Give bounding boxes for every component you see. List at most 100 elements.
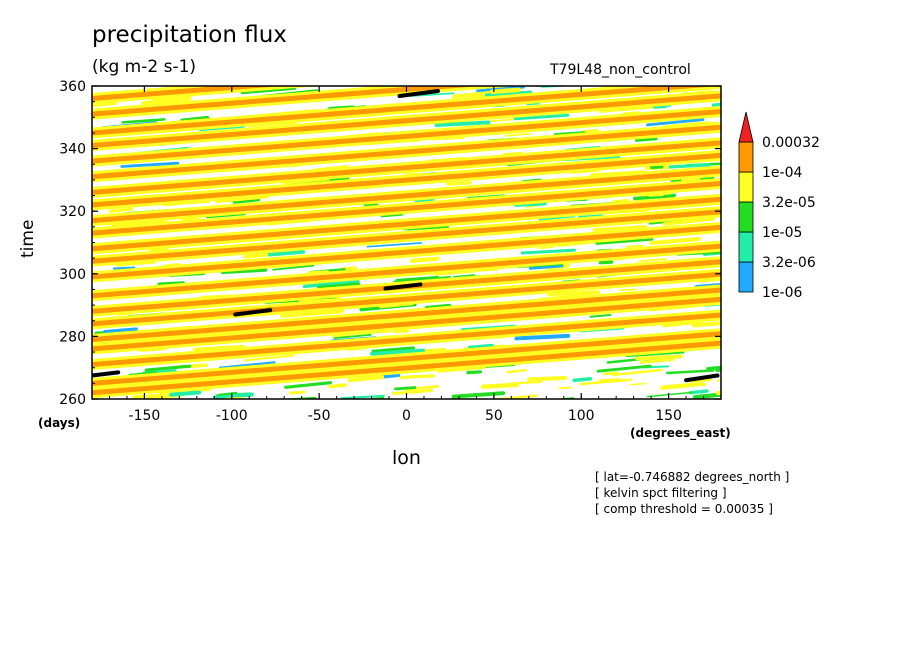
precip-band [92,93,721,148]
precip-patch [466,370,483,375]
precip-patch [363,396,385,399]
precip-patch [538,246,555,250]
colorbar-extend-arrow [738,111,754,143]
precip-patch [193,344,246,353]
precip-patch [638,258,667,263]
precip-patch [451,90,494,99]
precip-patch [513,113,570,121]
precip-patch [350,82,373,84]
precip-patch [302,279,360,289]
precip-patch [374,81,416,83]
precip-patch [347,375,385,383]
precip-patch [220,267,268,275]
precip-patch [434,120,491,128]
colorbar-segment [738,231,754,263]
x-tick-label: 100 [568,408,595,424]
precip-patch [371,346,416,353]
precip-patch [484,90,533,98]
precip-patch [445,181,472,186]
precip-patch [596,364,652,373]
precip-patch [489,87,522,95]
precip-patch [280,312,310,319]
precip-band [92,209,721,264]
threshold-segment [233,308,273,317]
precip-patch [103,327,138,334]
y-axis-units: (days) [38,416,81,430]
precip-patch [369,348,425,356]
precip-patch [394,386,417,391]
x-axis-units: (degrees_east) [630,426,731,440]
y-tick-label: 340 [59,142,86,158]
colorbar-label: 1e-06 [762,285,802,301]
precip-patch [115,261,156,267]
precip-band [92,181,721,236]
colorbar: 1e-06 3.2e-06 1e-05 3.2e-05 1e-04 0.00032 [738,111,820,301]
precip-band [92,168,721,224]
precip-patch [691,321,721,328]
precip-patch [650,165,664,170]
precip-patch [504,132,531,137]
precip-patch [681,177,701,182]
precip-patch [120,161,180,168]
plot-area [92,79,721,405]
x-tick-label: -50 [308,408,331,424]
precip-patch [646,391,693,398]
precip-patch [399,374,435,380]
precip-patch [340,394,385,399]
precip-band [92,340,721,396]
precip-patch [112,266,136,270]
note-latitude: [ lat=-0.746882 degrees_north ] [595,470,790,484]
precip-band [92,124,721,180]
precip-patch [629,382,647,386]
precip-patch [514,333,571,341]
precip-patch [520,248,577,255]
precip-band [92,296,721,352]
precip-patch [600,80,638,84]
precip-band [92,152,721,208]
precip-patch [640,357,675,364]
precip-patch [690,378,713,384]
precip-patch [247,121,298,128]
precip-band [92,243,721,299]
precip-patch [447,402,477,404]
precip-patch [598,260,614,265]
precip-band [92,331,721,386]
precip-patch [240,86,297,95]
note-threshold: [ comp threshold = 0.00035 ] [595,502,773,516]
precip-patch [581,129,599,134]
colorbar-label: 3.2e-06 [762,255,816,271]
precip-patch [141,96,192,106]
precip-band [92,140,721,195]
colorbar-label: 0.00032 [762,135,820,151]
precip-patch [589,314,612,318]
precip-patch [487,394,538,399]
precip-patch [547,290,601,297]
precip-patch [424,303,451,309]
precip-patch [328,383,348,389]
precip-patch [711,102,721,107]
precip-patch [480,382,520,389]
colorbar-label: 1e-04 [762,165,802,181]
precip-patch [479,398,481,399]
y-tick-label: 260 [59,392,86,408]
precip-patch [392,329,410,334]
precip-patch [121,118,166,124]
precip-patch [528,264,564,270]
precip-patch [603,371,619,376]
precip-patch [467,343,494,349]
precip-patch [385,404,401,405]
precip-patch [279,79,300,81]
precip-patch [218,361,276,369]
precip-patch [667,163,711,169]
precip-patch [606,357,642,364]
precip-patch [649,236,701,246]
x-tick-label: -100 [216,408,248,424]
note-filtering: [ kelvin spct filtering ] [595,486,727,500]
precip-patch [682,383,707,388]
threshold-segment [383,282,423,291]
precip-patch [665,369,715,375]
chart-units: (kg m-2 s-1) [92,57,197,77]
precip-patch [526,102,540,106]
precip-band [92,109,721,164]
